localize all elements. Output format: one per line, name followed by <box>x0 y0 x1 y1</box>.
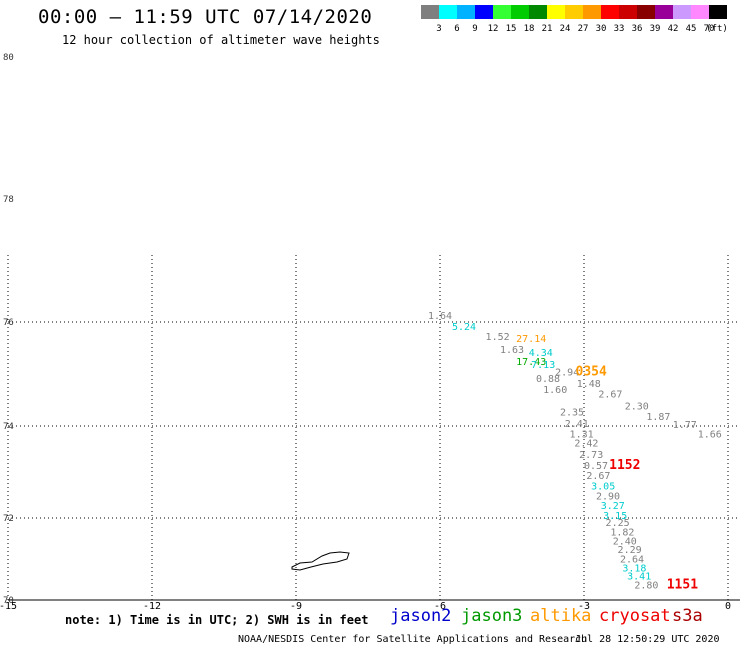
legend-label: 24 <box>559 24 571 34</box>
lon-tick-label: 0 <box>725 601 731 610</box>
legend-label: 18 <box>523 24 535 34</box>
wave-height-label: 1.31 <box>570 430 594 441</box>
map-title: 00:00 – 11:59 UTC 07/14/2020 <box>38 6 373 28</box>
wave-height-label: 3.15 <box>603 511 627 522</box>
legend-label: 27 <box>577 24 589 34</box>
wave-height-label: 2.40 <box>613 537 637 548</box>
legend-swatch <box>421 5 439 19</box>
legend-swatch <box>655 5 673 19</box>
wave-height-label: 1.48 <box>577 379 601 390</box>
satellite-jason2: jason2 <box>390 606 452 626</box>
wave-height-label: 3.41 <box>627 572 651 583</box>
legend-swatch <box>601 5 619 19</box>
pass-time-label: 1151 <box>667 578 698 593</box>
legend-swatch <box>493 5 511 19</box>
wave-height-label: 4.34 <box>529 348 553 359</box>
wave-height-label: 17.43 <box>516 357 546 368</box>
wave-height-label: 2.94 <box>555 368 579 379</box>
legend-label: 42 <box>667 24 679 34</box>
lat-tick-label: 80 <box>3 53 14 63</box>
wave-height-label: 1.63 <box>500 345 524 356</box>
legend-swatch <box>475 5 493 19</box>
wave-height-label: 1.64 <box>428 311 452 322</box>
wave-height-label: 2.64 <box>620 554 644 565</box>
credit-line: NOAA/NESDIS Center for Satellite Applica… <box>238 634 588 645</box>
satellite-jason3: jason3 <box>461 606 523 626</box>
wave-height-label: 1.52 <box>486 332 510 343</box>
legend-label: 70 <box>703 24 715 34</box>
island-outline <box>291 551 350 571</box>
legend-swatch <box>583 5 601 19</box>
wave-height-label: 2.80 <box>634 581 658 592</box>
wave-height-label: 27.14 <box>516 334 546 345</box>
satellite-s3a: s3a <box>672 606 703 626</box>
wave-height-label: 2.35 <box>560 408 584 419</box>
wave-height-label: 3.18 <box>622 563 646 574</box>
legend-swatch <box>529 5 547 19</box>
satellite-altika: altika <box>530 606 592 626</box>
wave-height-label: 3.05 <box>591 481 615 492</box>
legend-label: 3 <box>436 24 442 34</box>
map-subtitle: 12 hour collection of altimeter wave hei… <box>62 33 380 47</box>
wave-height-label: 2.30 <box>625 401 649 412</box>
legend-swatch <box>565 5 583 19</box>
wave-height-label: 7.13 <box>531 360 555 371</box>
legend-swatch <box>547 5 565 19</box>
satellite-cryosat: cryosat <box>599 606 671 626</box>
wave-height-label: 2.90 <box>596 492 620 503</box>
legend-label: 33 <box>613 24 625 34</box>
lon-tick-label: -15 <box>0 601 17 610</box>
legend-swatch <box>457 5 475 19</box>
legend-label: 21 <box>541 24 553 34</box>
legend-swatch <box>709 5 727 19</box>
legend-label: 36 <box>631 24 643 34</box>
lat-tick-label: 72 <box>3 514 14 524</box>
wave-height-label: 1.87 <box>646 412 670 423</box>
legend-label: 9 <box>472 24 478 34</box>
wave-height-label: 0.88 <box>536 374 560 385</box>
lat-tick-label: 70 <box>3 596 14 606</box>
wave-height-label: 3.27 <box>601 501 625 512</box>
legend-swatch <box>439 5 457 19</box>
lat-tick-label: 76 <box>3 318 14 328</box>
lon-tick-label: -6 <box>434 601 446 610</box>
generation-timestamp: Jul 28 12:50:29 UTC 2020 <box>575 634 720 645</box>
wave-height-label: 1.82 <box>610 528 634 539</box>
lat-tick-label: 74 <box>3 422 14 432</box>
legend-label: 15 <box>505 24 517 34</box>
legend-label: 30 <box>595 24 607 34</box>
wave-height-label: 2.29 <box>618 545 642 556</box>
wave-height-label: 1.77 <box>673 420 697 431</box>
lon-tick-label: -3 <box>578 601 590 610</box>
lon-tick-label: -9 <box>290 601 302 610</box>
legend-label: 12 <box>487 24 499 34</box>
lon-tick-label: -12 <box>143 601 161 610</box>
legend-label: 45 <box>685 24 697 34</box>
wave-height-label: 2.25 <box>606 518 630 529</box>
wave-height-label: 2.67 <box>586 471 610 482</box>
pass-time-label: 1152 <box>609 458 640 473</box>
legend-swatch <box>511 5 529 19</box>
wave-height-label: 2.67 <box>598 389 622 400</box>
wave-height-label: 1.60 <box>543 385 567 396</box>
legend-swatch <box>637 5 655 19</box>
legend-label: 39 <box>649 24 661 34</box>
legend-swatch <box>691 5 709 19</box>
pass-time-label: 0354 <box>576 365 607 380</box>
wave-height-label: 1.66 <box>698 430 722 441</box>
lat-tick-label: 78 <box>3 195 14 205</box>
wave-height-label: 5.24 <box>452 322 476 333</box>
legend-swatch <box>673 5 691 19</box>
wave-height-label: 2.41 <box>565 419 589 430</box>
wave-height-label: 0.57 <box>584 461 608 472</box>
legend-swatch <box>619 5 637 19</box>
footer-note: note: 1) Time is in UTC; 2) SWH is in fe… <box>65 613 369 627</box>
legend-unit: (ft) <box>706 24 728 34</box>
wave-height-label: 2.73 <box>579 450 603 461</box>
legend-label: 6 <box>454 24 460 34</box>
wave-height-label: 2.42 <box>574 439 598 450</box>
wave-height-map: 80 78 76 74 72 70-15 -12 -9 -6 -3 0 1.645.24 1.52 27.… <box>0 53 740 610</box>
